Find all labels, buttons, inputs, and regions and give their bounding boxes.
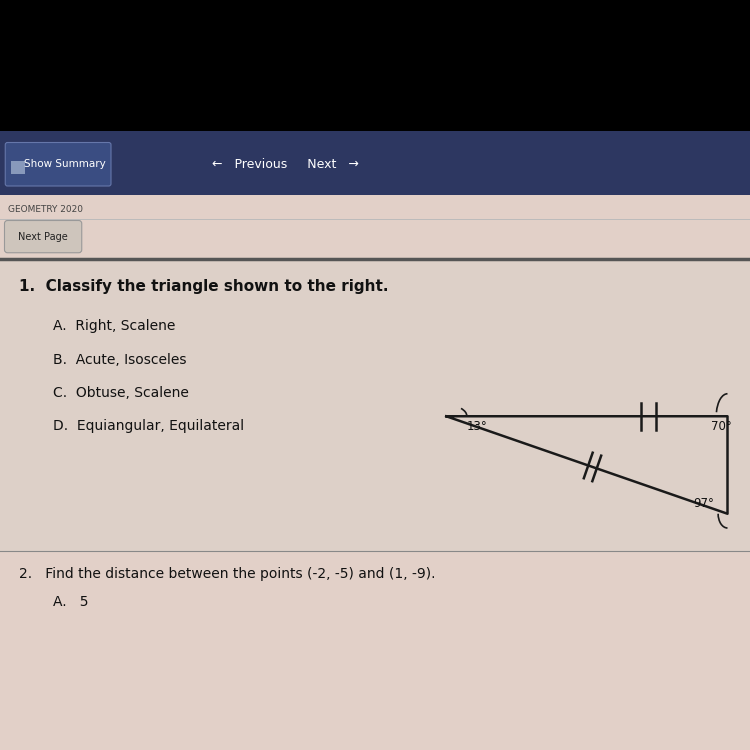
Bar — [0, 131, 750, 195]
Text: Show Summary: Show Summary — [24, 159, 106, 170]
Text: 1.  Classify the triangle shown to the right.: 1. Classify the triangle shown to the ri… — [19, 279, 388, 294]
Text: 13°: 13° — [466, 420, 488, 433]
Text: 2.   Find the distance between the points (-2, -5) and (1, -9).: 2. Find the distance between the points … — [19, 567, 435, 580]
Text: 97°: 97° — [693, 497, 714, 510]
Bar — [0, 195, 750, 750]
Text: C.  Obtuse, Scalene: C. Obtuse, Scalene — [53, 386, 188, 400]
Text: 70°: 70° — [711, 420, 732, 433]
Text: GEOMETRY 2020: GEOMETRY 2020 — [8, 206, 82, 214]
Bar — [0, 0, 750, 195]
Text: B.  Acute, Isosceles: B. Acute, Isosceles — [53, 353, 186, 367]
Text: D.  Equiangular, Equilateral: D. Equiangular, Equilateral — [53, 419, 244, 433]
Text: Next Page: Next Page — [18, 232, 68, 242]
FancyBboxPatch shape — [4, 220, 82, 253]
FancyBboxPatch shape — [5, 142, 111, 186]
Text: A.  Right, Scalene: A. Right, Scalene — [53, 320, 175, 333]
Text: ←   Previous     Next   →: ← Previous Next → — [211, 158, 358, 171]
Bar — [11, 160, 25, 174]
Text: A.   5: A. 5 — [53, 595, 88, 608]
Bar — [0, 259, 750, 551]
